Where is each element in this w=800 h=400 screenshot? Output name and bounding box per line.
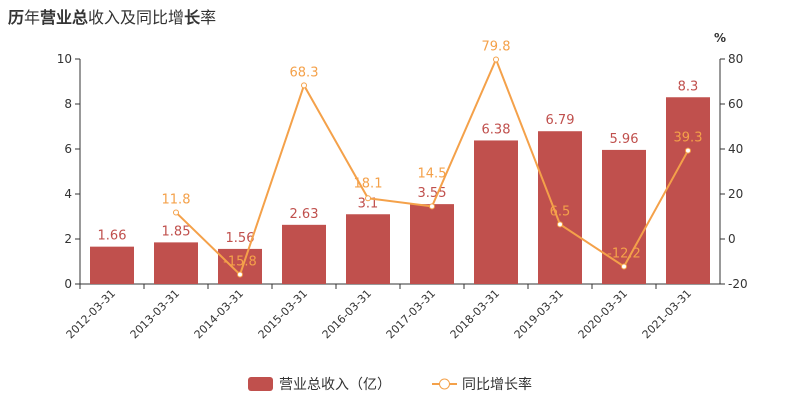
left-tick-label: 8 [64, 97, 72, 111]
legend-bar-label: 营业总收入（亿） [279, 377, 391, 393]
right-tick-label: 20 [728, 187, 743, 201]
bar [154, 242, 198, 284]
bar-label: 6.79 [546, 113, 575, 128]
line-label: 79.8 [482, 39, 511, 54]
bar [666, 97, 710, 284]
bar-label: 8.3 [678, 79, 699, 94]
x-tick-label: 2012-03-31 [64, 287, 118, 341]
bar-label: 3.1 [358, 196, 379, 211]
legend-bar-swatch [248, 377, 273, 391]
x-tick-label: 2019-03-31 [512, 287, 566, 341]
bar [602, 149, 646, 284]
left-tick-label: 0 [64, 277, 72, 291]
line-point [685, 147, 691, 154]
line-point [493, 56, 499, 63]
line-point [557, 221, 563, 228]
right-tick-label: 0 [728, 232, 736, 246]
line-label: 14.5 [418, 166, 447, 181]
left-tick-label: 6 [64, 142, 72, 156]
bar-label: 3.55 [418, 186, 447, 201]
x-tick-label: 2014-03-31 [192, 287, 246, 341]
left-tick-label: 10 [57, 52, 72, 66]
bar-label: 2.63 [290, 207, 319, 222]
line-label: 11.8 [162, 192, 191, 207]
line-label: -12.2 [607, 246, 641, 261]
bar [474, 140, 518, 284]
line-label: -15.8 [223, 255, 257, 270]
bar-label: 1.56 [226, 231, 255, 246]
bar-label: 5.96 [610, 132, 639, 147]
line-point [301, 82, 307, 89]
x-tick-label: 2017-03-31 [384, 287, 438, 341]
x-tick-label: 2015-03-31 [256, 287, 310, 341]
x-tick-label: 2016-03-31 [320, 287, 374, 341]
right-tick-label: 80 [728, 52, 743, 66]
chart-title: 历年营业总收入及同比增长率 [8, 8, 217, 27]
x-tick-label: 2018-03-31 [448, 287, 502, 341]
bar [538, 131, 582, 284]
bar [346, 214, 390, 284]
line-point [237, 271, 243, 278]
left-tick-label: 2 [64, 232, 72, 246]
line-point [173, 209, 179, 216]
bar [282, 224, 326, 284]
line-label: 6.5 [550, 204, 571, 219]
line-label: 18.1 [354, 176, 383, 191]
x-tick-label: 2021-03-31 [640, 287, 694, 341]
line-label: 39.3 [674, 131, 703, 146]
right-tick-label: -20 [728, 277, 748, 291]
line-point [365, 195, 371, 202]
left-tick-label: 4 [64, 187, 72, 201]
bar-label: 6.38 [482, 122, 511, 137]
x-tick-label: 2013-03-31 [128, 287, 182, 341]
line-label: 68.3 [290, 65, 319, 80]
right-tick-label: 40 [728, 142, 743, 156]
bar-label: 1.66 [98, 229, 127, 244]
x-tick-label: 2020-03-31 [576, 287, 630, 341]
bar [410, 204, 454, 284]
legend-line-marker [439, 378, 450, 390]
bar [218, 248, 262, 284]
legend-line-label: 同比增长率 [462, 376, 532, 393]
bar [90, 246, 134, 284]
line-point [621, 263, 627, 270]
line-point [429, 203, 435, 210]
right-axis-unit: % [714, 31, 726, 45]
right-tick-label: 60 [728, 97, 743, 111]
bar-label: 1.85 [162, 224, 191, 239]
